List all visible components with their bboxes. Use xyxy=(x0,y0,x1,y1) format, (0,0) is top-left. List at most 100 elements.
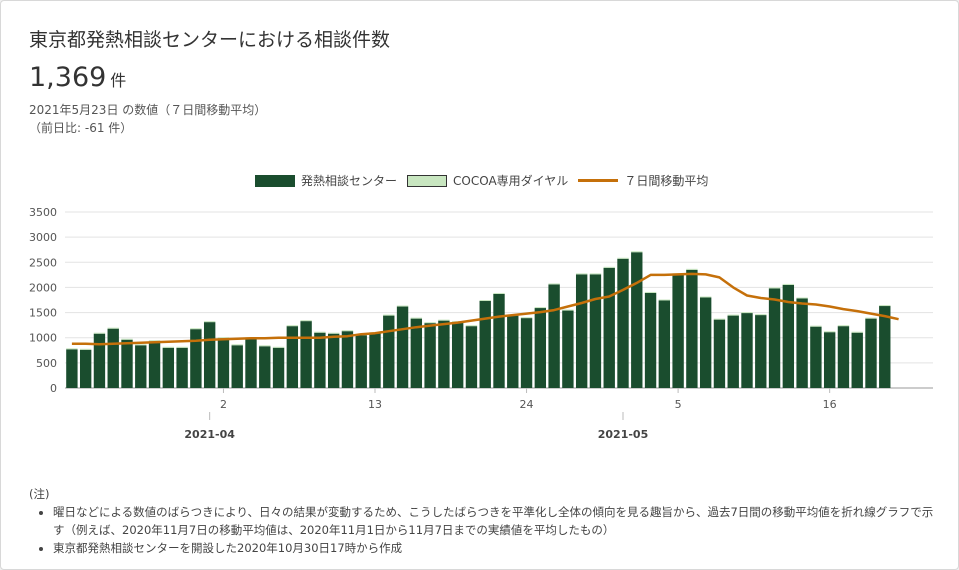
diff-line: （前日比: -61 件） xyxy=(29,121,133,135)
bar-main xyxy=(451,322,464,388)
bar-main xyxy=(465,326,478,388)
bar-cocoa xyxy=(699,296,712,298)
bar-main xyxy=(396,306,409,388)
bar-main xyxy=(355,335,367,388)
bar-line-chart: 0 500 1000 1500 2000 2500 3000 3500 2 13 24 5 16 2021… xyxy=(29,206,933,441)
bar-main xyxy=(658,300,671,388)
bar-cocoa xyxy=(79,348,92,350)
legend-label-average: ７日間移動平均 xyxy=(624,174,709,188)
x-tick-label: 16 xyxy=(823,398,837,411)
bar-cocoa xyxy=(341,330,354,332)
bar-main xyxy=(727,315,739,388)
bar-main xyxy=(148,341,161,388)
notes: (注) 曜日などによる数値のばらつきにより、日々の結果が変動するため、こうしたば… xyxy=(29,485,939,557)
bar-cocoa xyxy=(203,321,216,323)
legend-item-cocoa[interactable]: COCOA専用ダイヤル xyxy=(407,172,568,189)
note-item: 曜日などによる数値のばらつきにより、日々の結果が変動するため、こうしたばらつきを… xyxy=(53,503,939,539)
bar-cocoa xyxy=(424,322,436,324)
notes-list: 曜日などによる数値のばらつきにより、日々の結果が変動するため、こうしたばらつきを… xyxy=(29,503,939,557)
legend-swatch-cocoa xyxy=(407,174,448,187)
bar-cocoa xyxy=(93,332,106,334)
bar-main xyxy=(300,321,312,388)
legend-label-main: 発熱相談センター xyxy=(301,174,398,188)
bar-cocoa xyxy=(575,273,588,275)
x-tick-label: 13 xyxy=(368,398,382,411)
bar-cocoa xyxy=(810,325,822,327)
bar-main xyxy=(245,338,257,388)
bar-cocoa xyxy=(438,319,450,321)
bar-cocoa xyxy=(272,346,285,348)
bar-main xyxy=(272,347,285,388)
bar-cocoa xyxy=(851,331,863,333)
bar-main xyxy=(879,306,891,388)
headline-unit: 件 xyxy=(110,71,127,90)
bar-main xyxy=(203,322,216,388)
bar-main xyxy=(190,329,202,388)
month-label: 2021-04 xyxy=(184,428,235,441)
bar-main xyxy=(479,301,491,388)
bar-main xyxy=(837,326,850,388)
bar-main xyxy=(631,252,643,388)
bar-cocoa xyxy=(534,307,547,309)
notes-heading: (注) xyxy=(29,487,50,501)
bar-cocoa xyxy=(768,287,781,289)
bar-main xyxy=(644,292,657,388)
bar-cocoa xyxy=(686,268,698,270)
x-tick-label: 24 xyxy=(520,398,534,411)
bar-cocoa xyxy=(603,266,615,268)
bar-cocoa xyxy=(823,331,836,333)
bar-main xyxy=(79,349,92,388)
legend-label-cocoa: COCOA専用ダイヤル xyxy=(453,174,569,188)
bar-main xyxy=(121,339,133,388)
bar-main xyxy=(823,332,836,388)
bar-main xyxy=(286,326,299,388)
bar-main xyxy=(782,284,795,388)
bar-cocoa xyxy=(66,348,78,350)
headline-value: 1,369 件 xyxy=(29,62,126,93)
bar-main xyxy=(107,328,119,388)
bar-main xyxy=(575,274,588,388)
bar-main xyxy=(66,349,78,388)
x-tick-label: 5 xyxy=(675,398,682,411)
bar-cocoa xyxy=(617,257,629,259)
chart-legend: 発熱相談センター COCOA専用ダイヤル ７日間移動平均 xyxy=(255,172,718,189)
legend-item-average[interactable]: ７日間移動平均 xyxy=(578,172,708,189)
bar-cocoa xyxy=(713,318,726,320)
bar-main xyxy=(768,288,781,388)
bar-main xyxy=(520,318,533,388)
bar-main xyxy=(327,333,340,388)
bar-main xyxy=(589,274,602,388)
bar-main xyxy=(755,315,767,388)
month-label: 2021-05 xyxy=(598,428,649,441)
bar-cocoa xyxy=(231,344,243,346)
bar-main xyxy=(176,347,188,388)
bar-main xyxy=(741,313,753,388)
bar-main xyxy=(341,331,354,388)
bar-main xyxy=(810,326,822,388)
note-item: 東京都発熱相談センターを開設した2020年10月30日17時から作成 xyxy=(53,539,939,557)
y-tick-label: 2500 xyxy=(29,256,57,269)
y-tick-label: 2000 xyxy=(29,281,57,294)
bar-cocoa xyxy=(631,251,643,253)
bar-main xyxy=(162,347,175,388)
y-tick-label: 500 xyxy=(36,357,57,370)
bar-main xyxy=(534,308,547,388)
bar-cocoa xyxy=(396,305,409,307)
bar-main xyxy=(507,315,519,388)
bar-cocoa xyxy=(879,305,891,307)
bar-cocoa xyxy=(314,331,326,333)
bar-main xyxy=(865,318,877,388)
bar-cocoa xyxy=(286,325,299,327)
legend-item-main[interactable]: 発熱相談センター xyxy=(255,172,397,189)
bar-cocoa xyxy=(410,317,423,319)
bar-cocoa xyxy=(479,300,491,302)
bar-cocoa xyxy=(562,309,574,311)
date-line: 2021年5月23日 の数値（７日間移動平均） xyxy=(29,103,267,117)
y-tick-label: 1500 xyxy=(29,307,57,320)
bar-cocoa xyxy=(217,337,230,339)
bar-cocoa xyxy=(259,345,271,347)
bar-cocoa xyxy=(548,283,560,285)
y-tick-label: 3000 xyxy=(29,231,57,244)
bar-main xyxy=(603,267,615,388)
